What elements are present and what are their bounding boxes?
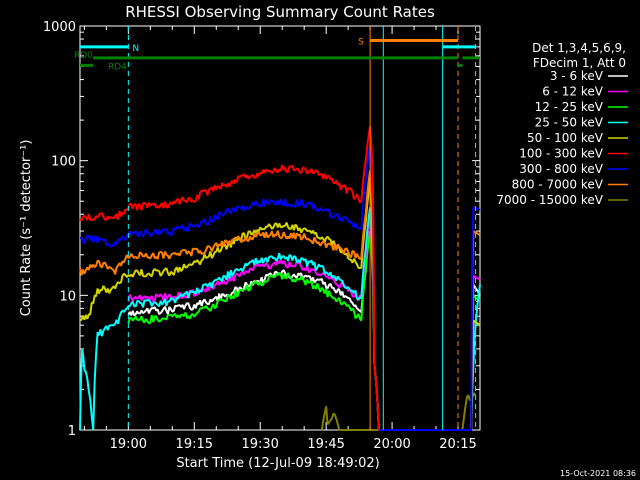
series-3-6-kev <box>127 207 481 431</box>
flag-layer: N S RD0 RD4 <box>74 26 480 430</box>
legend-label: 300 - 800 keV <box>519 162 603 176</box>
y-tick-label: 10 <box>59 289 76 304</box>
legend-label: 6 - 12 keV <box>542 85 604 99</box>
y-tick-label: 100 <box>51 155 76 170</box>
y-tick-label: 1 <box>68 424 76 439</box>
x-tick-label: 20:15 <box>439 437 476 452</box>
footer-timestamp: 15-Oct-2021 08:36 <box>560 469 636 478</box>
legend-label: 12 - 25 keV <box>535 100 604 114</box>
series-50-100-kev <box>79 181 481 431</box>
series-800-7000-kev <box>79 170 481 431</box>
chart-title: RHESSI Observing Summary Count Rates <box>125 3 435 21</box>
y-axis-label: Count Rate (s⁻¹ detector⁻¹) <box>19 140 34 317</box>
series-100-300-kev <box>79 126 380 431</box>
legend-label: 50 - 100 keV <box>527 131 604 145</box>
legend-label: 7000 - 15000 keV <box>496 193 603 207</box>
x-tick-label: 19:00 <box>110 437 147 452</box>
legend-label: 100 - 300 keV <box>519 147 603 161</box>
x-tick-label: 19:45 <box>307 437 344 452</box>
y-tick-label: 1000 <box>43 20 76 35</box>
legend-label: 800 - 7000 keV <box>512 178 604 192</box>
legend-label: 3 - 6 keV <box>550 69 604 83</box>
legend-header-line: Det 1,3,4,5,6,9, <box>532 41 626 55</box>
flag-label-rd0: RD0 <box>74 51 93 61</box>
legend-label: 25 - 50 keV <box>535 116 604 130</box>
plot-axes: 1 10 100 1000 19:00 19:15 19:30 19:45 20:00 20:15 <box>43 20 481 452</box>
x-axis-label: Start Time (12-Jul-09 18:49:02) <box>176 456 379 471</box>
flag-label-s: S <box>358 38 364 48</box>
series-300-800-kev <box>79 145 481 431</box>
series-6-12-kev <box>127 214 481 431</box>
legend: Det 1,3,4,5,6,9,FDecim 1, Att 03 - 6 keV… <box>496 41 628 207</box>
x-tick-label: 20:00 <box>373 437 410 452</box>
flag-label-n: N <box>132 44 139 54</box>
x-tick-label: 19:15 <box>176 437 213 452</box>
series-layer <box>79 126 481 431</box>
series-7000-15000-kev <box>320 392 477 431</box>
x-tick-label: 19:30 <box>241 437 278 452</box>
flag-label-rd4: RD4 <box>108 62 127 72</box>
legend-header-line: FDecim 1, Att 0 <box>533 56 626 70</box>
plot-frame <box>79 25 481 431</box>
